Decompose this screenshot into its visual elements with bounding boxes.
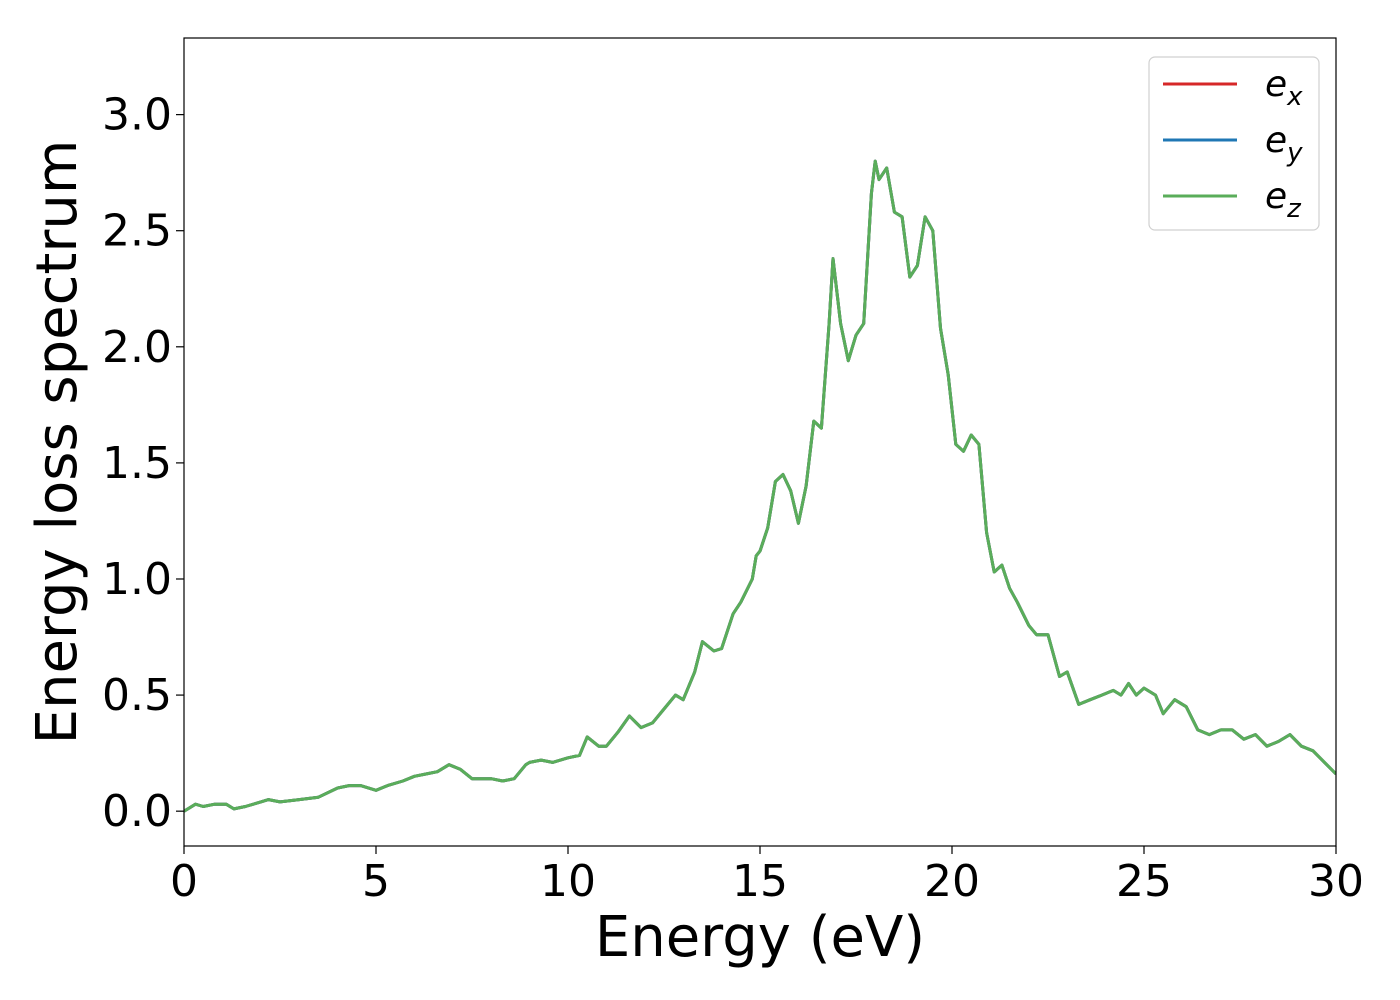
legend-label-base: e (1265, 120, 1287, 161)
y-tick-label: 1.0 (102, 554, 172, 605)
y-tick-label: 2.0 (102, 322, 172, 373)
y-axis-label: Energy loss spectrum (25, 140, 90, 745)
series-layer (184, 159, 1336, 813)
x-axis-label: Energy (eV) (595, 905, 925, 970)
legend-label-base: e (1265, 64, 1287, 105)
y-tick-label: 0.5 (102, 670, 172, 721)
x-tick-label: 15 (732, 856, 788, 907)
y-axis-ticks: 0.0 0.5 1.0 1.5 2.0 2.5 3.0 (102, 90, 184, 837)
y-tick-label: 0.0 (102, 786, 172, 837)
y-tick-label: 1.5 (102, 438, 172, 489)
legend-label-base: e (1265, 176, 1287, 217)
legend-label-y: ey (1265, 120, 1303, 168)
y-tick-label: 2.5 (102, 206, 172, 257)
legend-label-sub: y (1286, 138, 1303, 168)
x-tick-label: 30 (1308, 856, 1364, 907)
x-tick-label: 20 (924, 856, 980, 907)
x-tick-label: 10 (540, 856, 596, 907)
x-tick-label: 0 (170, 856, 198, 907)
legend-box (1148, 56, 1320, 231)
legend-label-x: ex (1265, 64, 1303, 112)
y-tick-label: 3.0 (102, 90, 172, 141)
legend-label-z: ez (1265, 176, 1302, 224)
legend-label-sub: z (1286, 194, 1302, 224)
legend-label-sub: x (1286, 82, 1303, 112)
x-tick-label: 25 (1116, 856, 1172, 907)
series-line-z (184, 159, 1336, 813)
x-tick-label: 5 (362, 856, 390, 907)
x-axis-ticks: 0 5 10 15 20 25 30 (170, 846, 1364, 907)
